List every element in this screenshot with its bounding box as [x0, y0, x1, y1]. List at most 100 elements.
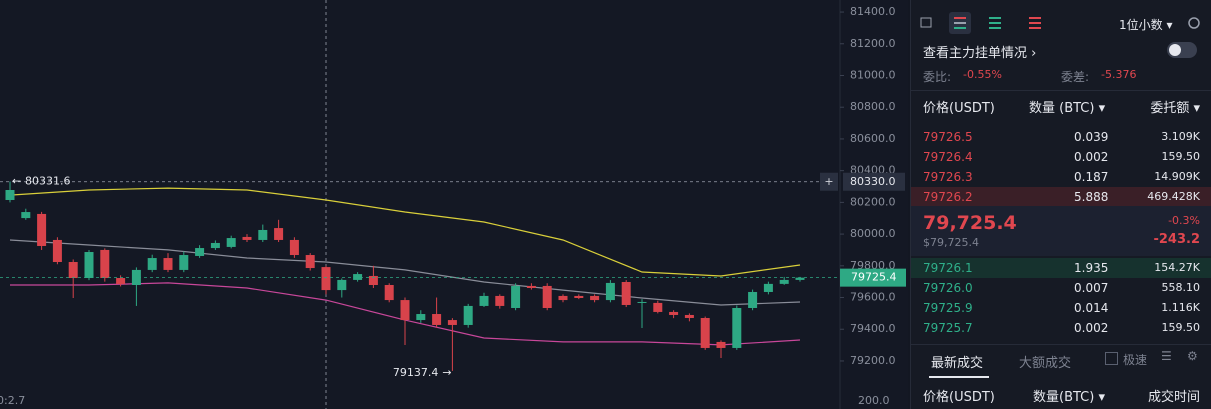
candle-body: [195, 248, 205, 256]
annotation-arrow: →: [442, 366, 451, 379]
diff-label: 委差:: [1061, 70, 1090, 84]
filter-icon[interactable]: ☰: [1161, 349, 1172, 363]
candle-body: [305, 255, 315, 269]
order-row[interactable]: 79726.2 5.888 469.428K: [911, 187, 1211, 207]
icon[interactable]: [920, 17, 932, 28]
candle-body: [590, 295, 600, 301]
quantity: 0.002: [1074, 321, 1109, 335]
diff: -5.376: [1101, 68, 1137, 81]
candle-body: [621, 281, 631, 305]
header-amount[interactable]: 委托额 ▾: [1150, 101, 1200, 116]
y-tick-label: 80000.0: [850, 227, 896, 240]
y-tick-label: 80800.0: [850, 100, 896, 113]
candle-body: [384, 285, 394, 301]
amount: 469.428K: [1147, 190, 1200, 203]
y-tick-label: 79600.0: [850, 291, 896, 304]
ratio-label: 委比:: [923, 70, 952, 84]
price: 79726.1: [923, 261, 973, 275]
depth-link[interactable]: 查看主力挂单情况 ›: [923, 46, 1037, 61]
toggle[interactable]: [1167, 42, 1197, 58]
y-tick-label: 81400.0: [850, 5, 896, 18]
separator: [911, 344, 1211, 345]
candle-body: [84, 252, 94, 279]
annotation-arrow: ←: [12, 174, 21, 187]
trades-header-qty[interactable]: 数量(BTC) ▾: [1033, 390, 1105, 405]
y-tick-label: 80200.0: [850, 195, 896, 208]
quantity: 5.888: [1074, 190, 1109, 204]
y-tick-label: 80600.0: [850, 132, 896, 145]
price: 79726.3: [923, 170, 973, 184]
indicator-label: 0:2.7: [0, 394, 25, 407]
candle-body: [479, 295, 489, 306]
settings-icon[interactable]: ⚙: [1187, 349, 1198, 363]
candle-body: [210, 242, 220, 249]
trades-header-time: 成交时间: [1147, 390, 1200, 405]
candle-body: [732, 307, 742, 348]
trades-header-price: 价格(USDT): [923, 390, 995, 405]
trades-header-qty-text: 数量(BTC): [1033, 390, 1095, 405]
precision-select[interactable]: 1位小数 ▾: [1119, 18, 1173, 32]
checkbox[interactable]: [1105, 352, 1118, 365]
candle-body: [463, 305, 473, 325]
candle-body: [400, 300, 410, 321]
candle-body: [21, 212, 31, 219]
candle-body: [637, 301, 647, 303]
candle-body: [321, 267, 331, 291]
ratio: -0.55%: [963, 68, 1002, 81]
settings-icon[interactable]: [1188, 17, 1200, 29]
amount: 159.50: [1161, 150, 1201, 163]
candle-body: [605, 282, 615, 301]
separator: [911, 90, 1211, 91]
candle-body: [542, 285, 552, 308]
quantity: 0.007: [1074, 281, 1109, 295]
candle-body: [669, 311, 679, 315]
tab-latest[interactable]: 最新成交: [931, 356, 984, 371]
candle-body: [116, 278, 126, 285]
candle-body: [763, 283, 773, 292]
price: 79726.5: [923, 130, 973, 144]
order-row[interactable]: 79726.4 0.002 159.50: [911, 147, 1211, 167]
candle-body: [447, 320, 457, 325]
high-annotation: 80331.6: [25, 174, 71, 187]
change-pct: -0.3%: [1168, 214, 1200, 227]
candle-body: [226, 238, 236, 247]
candle-body: [795, 277, 805, 280]
quantity: 0.187: [1074, 170, 1109, 184]
order-row[interactable]: 79726.1 1.935 154.27K: [911, 258, 1211, 278]
candle-body: [289, 239, 299, 256]
candle-body: [779, 279, 789, 284]
order-row[interactable]: 79726.3 0.187 14.909K: [911, 167, 1211, 187]
candle-body: [274, 228, 284, 240]
crosshair-plus-box: [820, 172, 838, 191]
candle-body: [700, 317, 710, 348]
order-row[interactable]: 79725.9 0.014 1.116K: [911, 298, 1211, 318]
y-tick-label: 79200.0: [850, 354, 896, 367]
current-price-tag: [840, 268, 906, 287]
candle-body: [258, 229, 268, 240]
low-annotation: 79137.4: [393, 366, 439, 379]
candle-body: [526, 285, 536, 289]
candle-body: [495, 295, 505, 306]
y-tick-label: 81000.0: [850, 68, 896, 81]
candle-body: [574, 295, 584, 299]
candle-body: [653, 302, 663, 312]
order-row[interactable]: 79725.7 0.002 159.50: [911, 318, 1211, 338]
tab-large[interactable]: 大额成交: [1019, 356, 1072, 371]
header-qty[interactable]: 数量 (BTC) ▾: [1029, 101, 1106, 116]
candle-body: [432, 314, 442, 325]
order-book-panel: 1位小数 ▾ 查看主力挂单情况 › 委比: -0.55% 委差: -5.376 …: [910, 0, 1211, 409]
fast-label: 极速: [1123, 353, 1148, 367]
amount: 558.10: [1161, 281, 1201, 294]
y-tick-label: 81200.0: [850, 37, 896, 50]
price: 79725.9: [923, 301, 973, 315]
toggle-knob: [1169, 44, 1181, 56]
order-row[interactable]: 79726.5 0.039 3.109K: [911, 127, 1211, 147]
precision: 1位小数: [1119, 18, 1163, 32]
header-price: 价格(USDT): [923, 101, 995, 116]
last-price-block: 79,725.4 $79,725.4 -0.3% -243.2: [911, 206, 1211, 256]
order-row[interactable]: 79726.0 0.007 558.10: [911, 278, 1211, 298]
candle-body: [179, 255, 189, 270]
chart: 0:2.7 200.0 81400.0 81200.0 81000.0 80800.0…: [0, 0, 908, 409]
candle-body: [163, 258, 173, 270]
y-tick-label: 79400.0: [850, 322, 896, 335]
